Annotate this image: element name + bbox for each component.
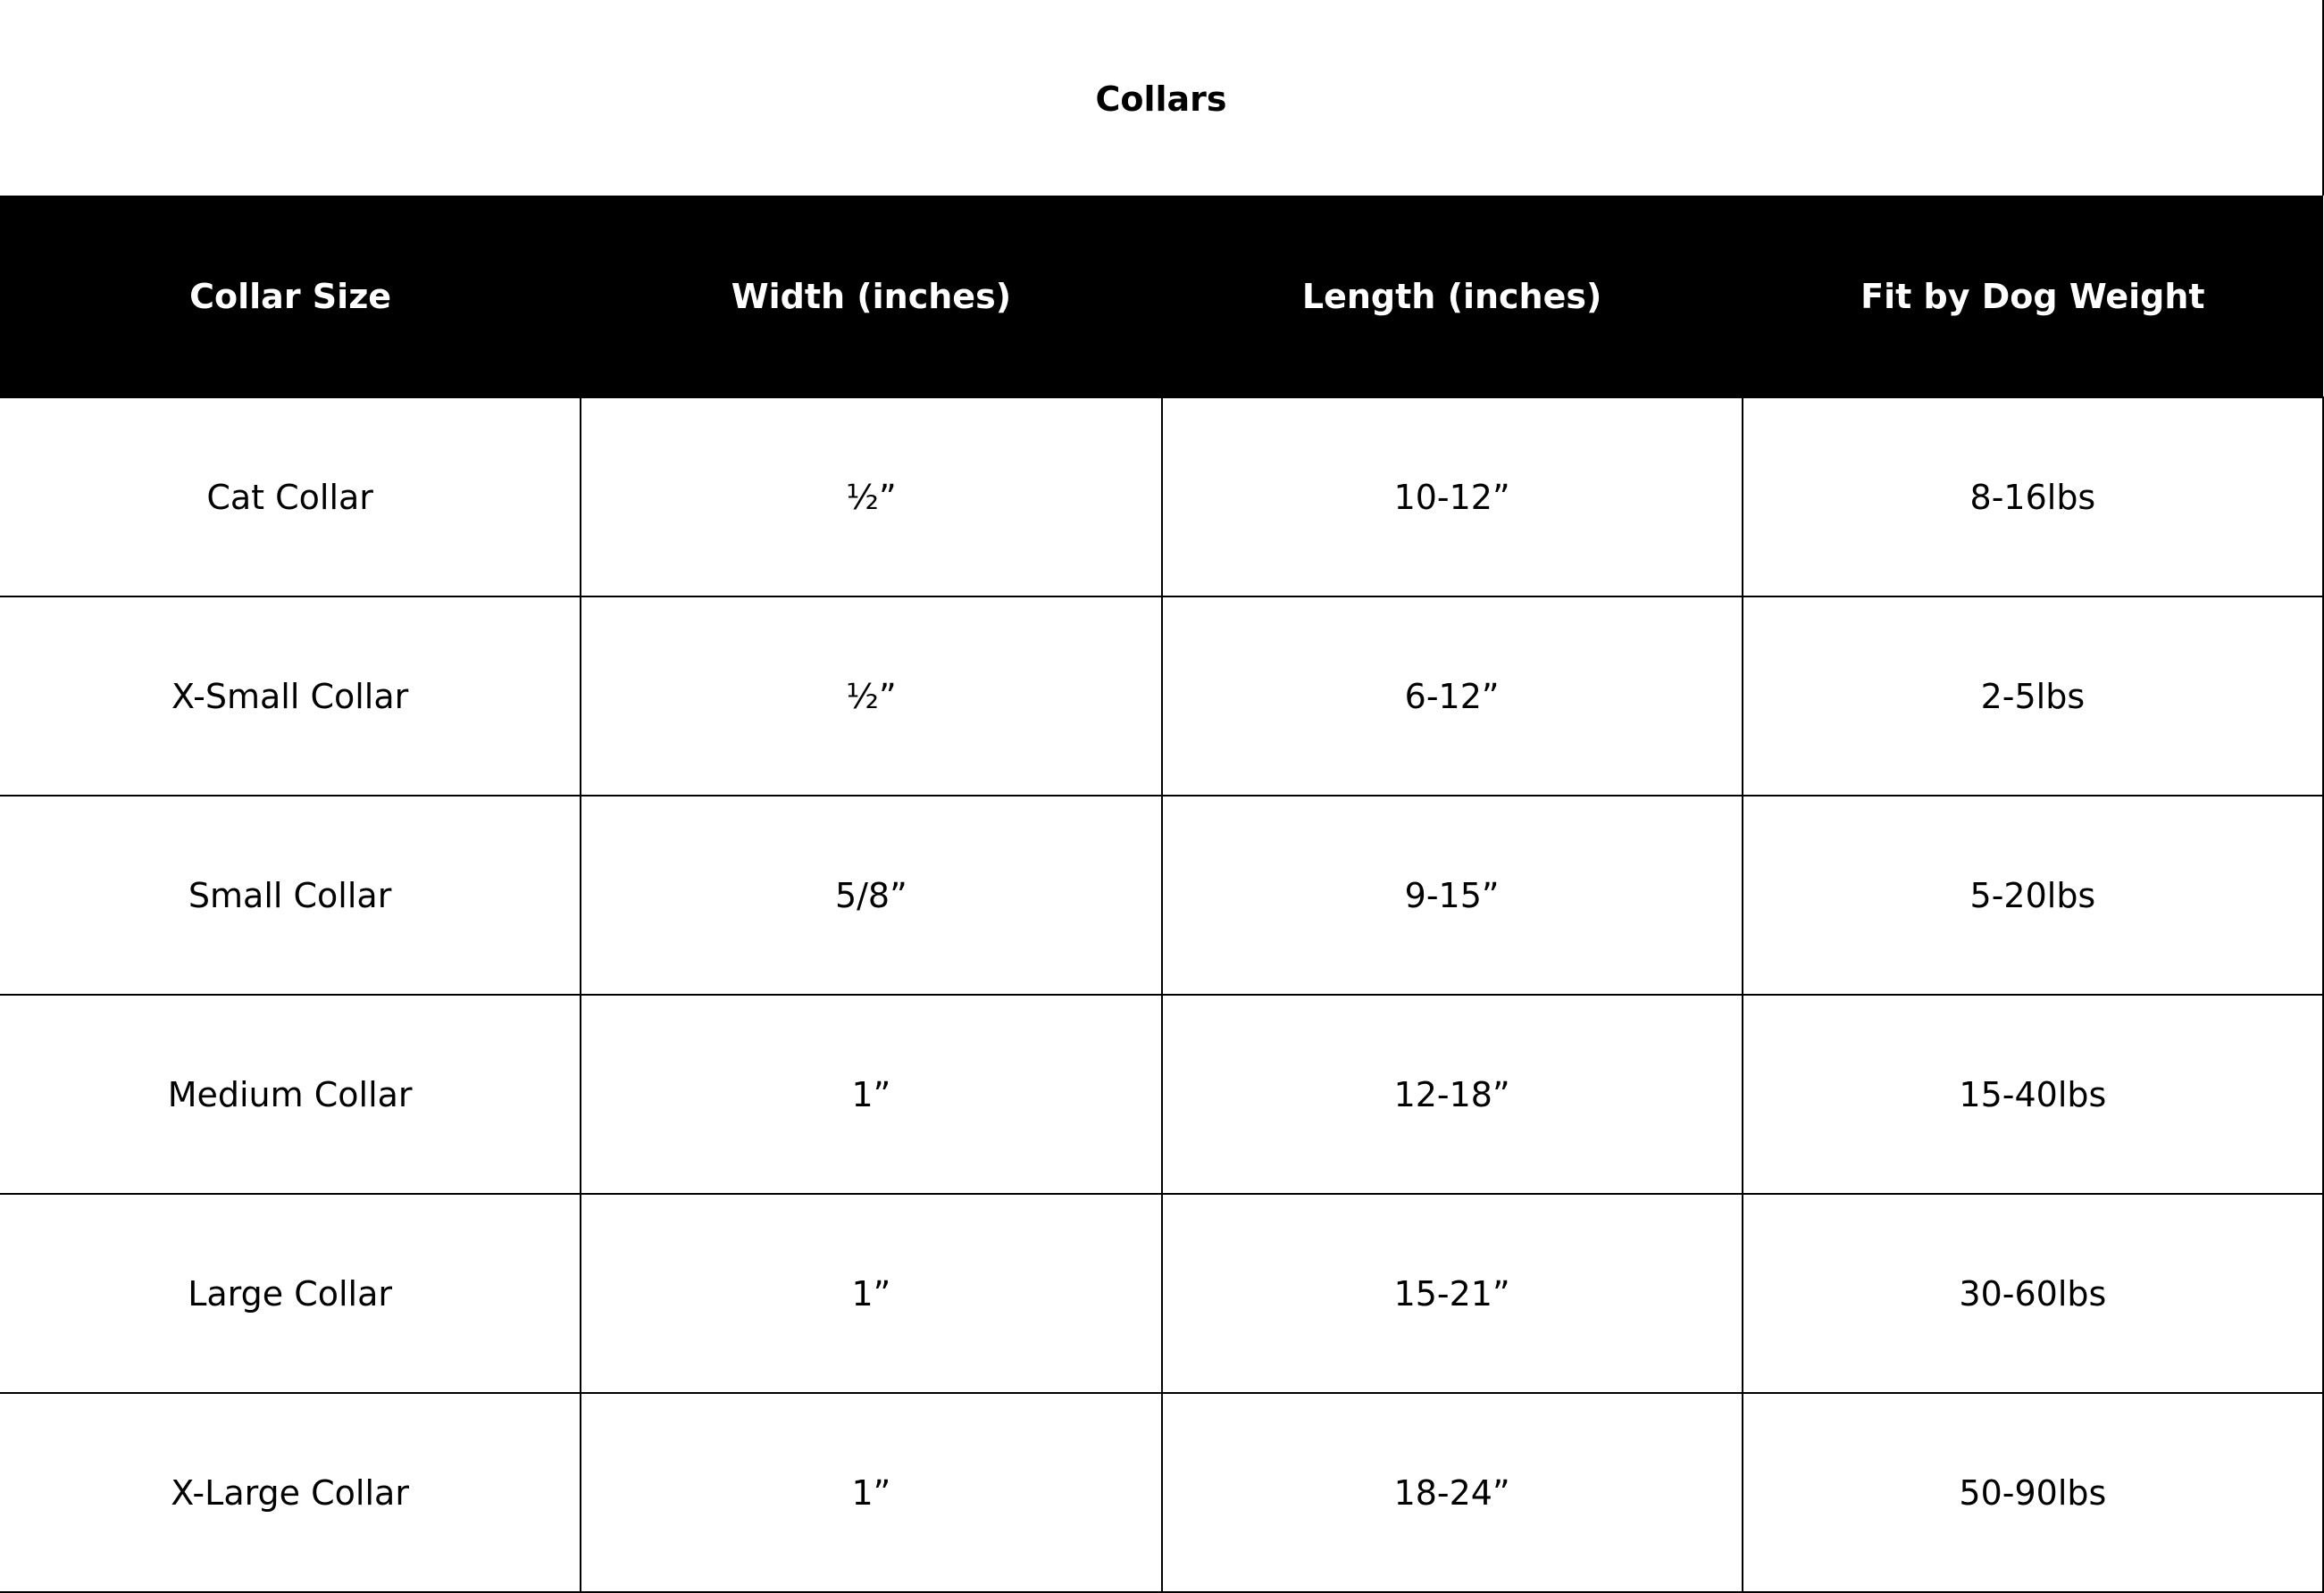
table-cell: Medium Collar <box>0 994 582 1195</box>
table-cell: 9-15” <box>1160 795 1743 996</box>
table-cell: Large Collar <box>0 1193 582 1394</box>
table-cell: 50-90lbs <box>1741 1392 2324 1593</box>
table-cell: 1” <box>580 994 1163 1195</box>
table-cell: X-Small Collar <box>0 596 582 796</box>
table-cell: 5/8” <box>580 795 1163 996</box>
table-cell: 15-21” <box>1160 1193 1743 1394</box>
column-header: Length (inches) <box>1161 196 1743 397</box>
table-cell: 15-40lbs <box>1741 994 2324 1195</box>
table-cell: 12-18” <box>1160 994 1743 1195</box>
table-cell: X-Large Collar <box>0 1392 582 1593</box>
table-row: X-Large Collar 1” 18-24” 50-90lbs <box>0 1392 2324 1593</box>
table-cell: ½” <box>580 396 1163 597</box>
table-cell: 18-24” <box>1160 1392 1743 1593</box>
table-cell: 1” <box>580 1193 1163 1394</box>
table-cell: 5-20lbs <box>1741 795 2324 996</box>
table-row: Cat Collar ½” 10-12” 8-16lbs <box>0 396 2324 597</box>
table-cell: 30-60lbs <box>1741 1193 2324 1394</box>
table-title: Collars <box>0 0 2324 196</box>
table-cell: 2-5lbs <box>1741 596 2324 796</box>
table-cell: Cat Collar <box>0 396 582 597</box>
table-cell: ½” <box>580 596 1163 796</box>
table-cell: 6-12” <box>1160 596 1743 796</box>
column-header: Width (inches) <box>581 196 1162 397</box>
table-cell: 10-12” <box>1160 396 1743 597</box>
column-header: Collar Size <box>0 196 581 397</box>
header-row: Collar Size Width (inches) Length (inche… <box>0 196 2323 397</box>
table-cell: 1” <box>580 1392 1163 1593</box>
table-row: Medium Collar 1” 12-18” 15-40lbs <box>0 994 2324 1195</box>
column-header: Fit by Dog Weight <box>1742 196 2323 397</box>
table-row: X-Small Collar ½” 6-12” 2-5lbs <box>0 596 2324 796</box>
collar-size-table: Collar Size Width (inches) Length (inche… <box>0 196 2324 1593</box>
table-cell: 8-16lbs <box>1741 396 2324 597</box>
table-cell: Small Collar <box>0 795 582 996</box>
table-row: Large Collar 1” 15-21” 30-60lbs <box>0 1193 2324 1394</box>
table-row: Small Collar 5/8” 9-15” 5-20lbs <box>0 795 2324 996</box>
